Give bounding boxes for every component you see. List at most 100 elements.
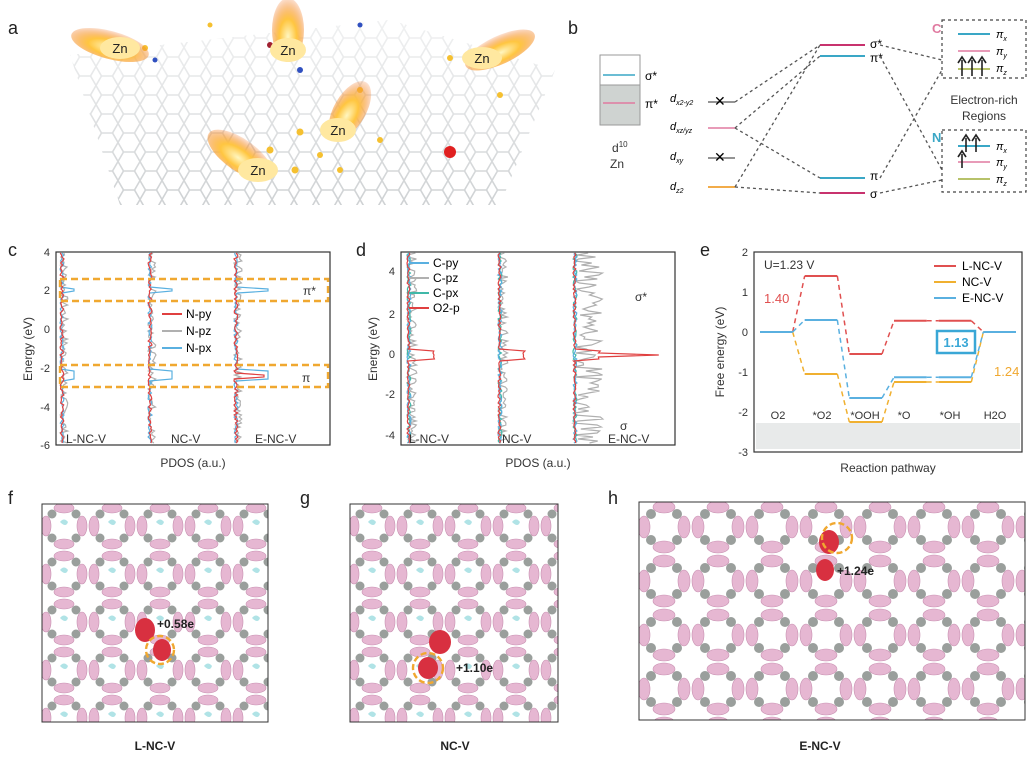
- legend-encv: E-NC-V: [962, 291, 1003, 305]
- svg-text:πy: πy: [996, 46, 1007, 60]
- energy-connector-nc-v: [881, 381, 895, 423]
- panel-letter-g: g: [300, 488, 311, 508]
- svg-text:-2: -2: [738, 407, 748, 419]
- pdos-trace-pz: [571, 252, 605, 444]
- adsorption-site: [816, 521, 854, 581]
- panel-c-legend: N-py N-pz N-px: [162, 307, 211, 355]
- svg-text:0: 0: [389, 349, 395, 361]
- svg-text:*O: *O: [898, 410, 911, 422]
- panel-g-charge-density: +1.10e: [349, 503, 559, 723]
- panel-c-yticks: 4 2 0 -2 -4 -6: [40, 247, 50, 452]
- panel-d-pdos: 4 2 0 -2 -4 Energy (eV) PDOS (a.u.) C-py…: [366, 251, 676, 470]
- svg-text:*OOH: *OOH: [850, 410, 879, 422]
- panel-f-charge-density: +0.58e: [41, 503, 269, 723]
- energy-connector-l-nc-v: [836, 275, 851, 355]
- zn-flame-2: [270, 0, 306, 62]
- energy-connector-e-nc-v: [792, 319, 806, 333]
- energy-connector-nc-v: [791, 331, 806, 375]
- energy-connector-e-nc-v: [881, 376, 895, 399]
- graphene-sheet: [70, 20, 555, 205]
- svg-text:L-NC-V: L-NC-V: [66, 432, 106, 446]
- pi-label: π: [302, 371, 310, 385]
- value-box: [935, 329, 977, 355]
- pdos-trace-py: [147, 252, 153, 444]
- svg-text:πx: πx: [996, 29, 1007, 43]
- zn-label: Zn: [112, 41, 127, 56]
- d-orbital-levels: dx2-y2 ✕ dxz/yz dxy ✕ dz2: [670, 93, 735, 195]
- svg-text:2: 2: [742, 247, 748, 259]
- energy-connector-e-nc-v: [836, 319, 851, 399]
- step-labels: O2 *O2 *OOH *O *OH H2O: [771, 410, 1007, 422]
- pdos-trace-o2p: [497, 252, 527, 444]
- sigma-star-label: σ*: [635, 290, 647, 304]
- zn-flame-1: [71, 27, 149, 63]
- region-caption-line2: Regions: [962, 109, 1006, 123]
- pi-box: [58, 363, 330, 389]
- svg-text:L-NC-V: L-NC-V: [409, 432, 449, 446]
- condition-label: U=1.23 V: [764, 258, 814, 272]
- zn-label: Zn: [330, 123, 345, 138]
- panel-letter-a: a: [8, 18, 19, 38]
- panel-c-group-labels: L-NC-V NC-V E-NC-V: [66, 432, 296, 446]
- lattice-strip: [756, 423, 1020, 449]
- region-caption-line1: Electron-rich: [950, 93, 1017, 107]
- adsorption-site: [135, 618, 176, 666]
- region-n-box: [941, 129, 1027, 193]
- svg-text:O2: O2: [771, 410, 786, 422]
- pdos-trace-o2p: [572, 252, 659, 444]
- zn-label: Zn: [250, 163, 265, 178]
- panel-d-group-labels: L-NC-V NC-V E-NC-V: [409, 432, 649, 446]
- region-c-letter: C: [932, 21, 942, 36]
- panel-b-mo-diagram: σ* π* d10 Zn dx2-y2 ✕ dxz/yz dxy ✕ dz2 σ…: [599, 19, 1027, 201]
- box-sigma-star: σ*: [645, 69, 657, 83]
- energy-connector-l-nc-v: [881, 320, 895, 355]
- pi-star-label: π*: [303, 284, 316, 298]
- panel-letter-b: b: [568, 18, 579, 38]
- energy-connector-nc-v: [836, 373, 851, 423]
- legend-n-pz: N-pz: [186, 324, 211, 338]
- panel-a-illustration: Zn Zn Zn Zn Zn: [70, 0, 555, 205]
- legend-c-px: C-px: [433, 286, 458, 300]
- svg-text:-2: -2: [40, 363, 50, 375]
- panel-e-lines: [760, 275, 1016, 423]
- svg-text:*OH: *OH: [940, 410, 961, 422]
- panel-e-ylabel: Free energy (eV): [713, 307, 727, 398]
- pdos-trace-px: [147, 252, 173, 443]
- panel-letter-e: e: [700, 240, 711, 260]
- panel-letter-d: d: [356, 240, 367, 260]
- zn-flame-3: [462, 29, 535, 71]
- svg-text:0: 0: [44, 324, 50, 336]
- panel-g-caption: NC-V: [440, 739, 470, 753]
- zn-flame-5: [207, 129, 278, 182]
- svg-text:dx2-y2: dx2-y2: [670, 93, 693, 107]
- svg-text:2: 2: [389, 309, 395, 321]
- legend-n-py: N-py: [186, 307, 211, 321]
- zn-label: Zn: [280, 43, 295, 58]
- svg-text:πz: πz: [996, 63, 1007, 77]
- sigma-label: σ: [620, 419, 628, 433]
- charge-label: +1.24e: [837, 564, 874, 578]
- panel-e-yticks: 2 1 0 -1 -2 -3: [738, 247, 748, 459]
- adsorption-site: [411, 630, 451, 685]
- red-atom: [444, 146, 456, 158]
- svg-text:NC-V: NC-V: [171, 432, 200, 446]
- legend-c-pz: C-pz: [433, 271, 458, 285]
- legend-ncv: NC-V: [962, 275, 991, 289]
- panel-letter-c: c: [8, 240, 17, 260]
- legend-lncv: L-NC-V: [962, 259, 1002, 273]
- svg-text:dxy: dxy: [670, 151, 684, 165]
- electron-arrows-c: [957, 55, 987, 76]
- zn-element-label: Zn: [610, 157, 624, 171]
- electron-arrows-n: [957, 133, 981, 168]
- panel-h-caption: E-NC-V: [799, 739, 841, 753]
- panel-letter-h: h: [608, 488, 619, 508]
- panel-c-pdos: 4 2 0 -2 -4 -6 Energy (eV) PDOS (a.u.) π…: [21, 247, 331, 470]
- box-pi-star: π*: [645, 97, 658, 111]
- svg-text:H2O: H2O: [984, 410, 1007, 422]
- svg-text:*O2: *O2: [813, 410, 832, 422]
- svg-text:πy: πy: [996, 157, 1007, 171]
- zn-sigma-star-box: [599, 54, 641, 86]
- svg-text:1: 1: [742, 287, 748, 299]
- panel-c-xlabel: PDOS (a.u.): [160, 456, 225, 470]
